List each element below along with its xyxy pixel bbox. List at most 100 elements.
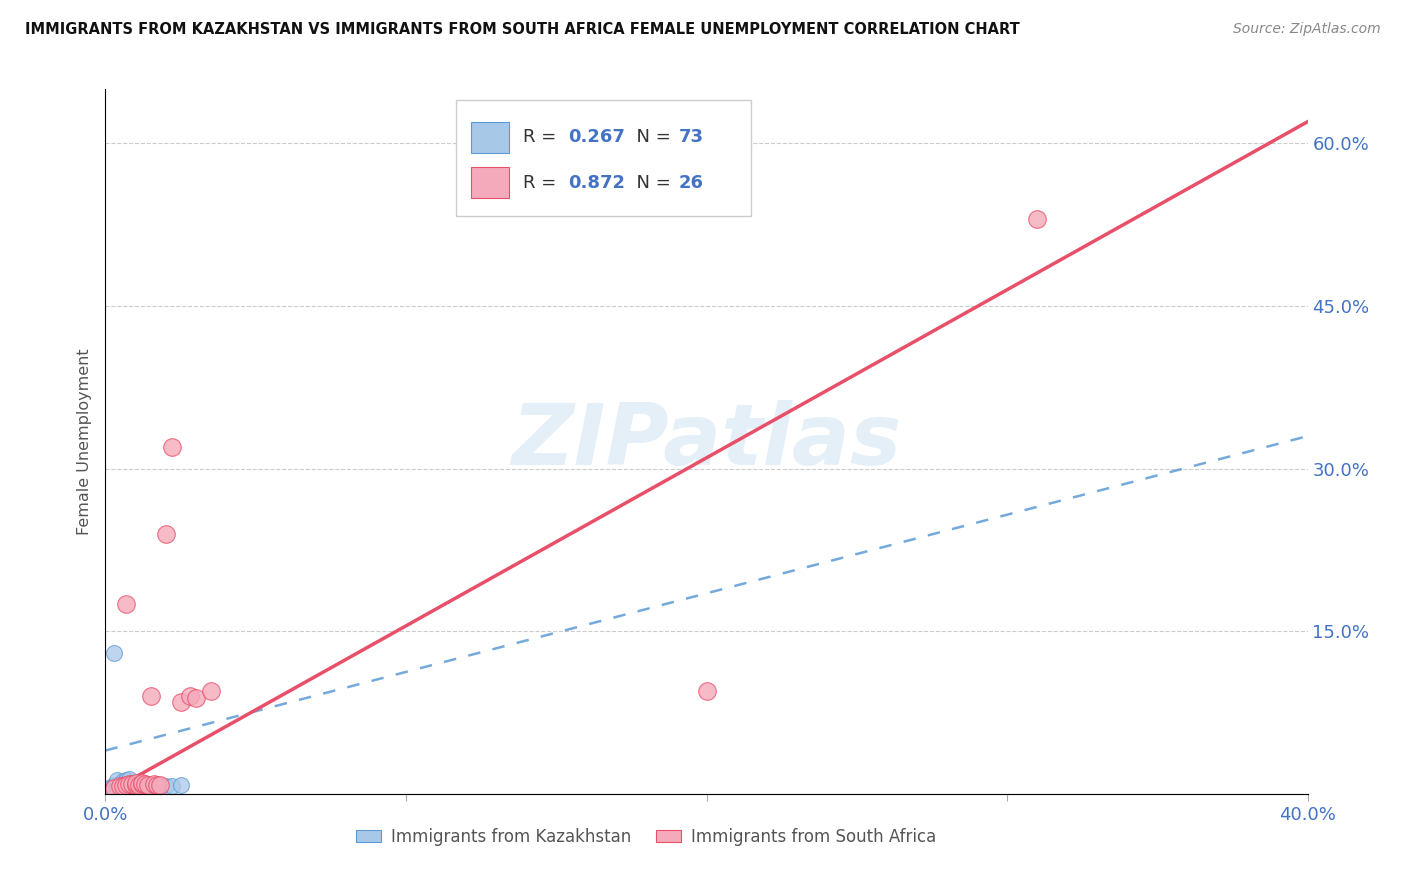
Point <box>121 783 143 797</box>
Point <box>100 782 122 797</box>
Point <box>124 778 146 792</box>
Point <box>112 777 135 791</box>
Point <box>115 780 138 795</box>
Point <box>145 780 167 795</box>
Point <box>103 778 125 792</box>
Point <box>136 778 159 792</box>
Point <box>148 780 170 795</box>
Point <box>134 777 156 791</box>
Point <box>103 785 125 799</box>
Point <box>124 783 146 797</box>
Point <box>121 777 143 791</box>
Point <box>145 778 167 792</box>
Point <box>131 781 153 796</box>
Point <box>107 781 129 796</box>
Point <box>121 782 143 797</box>
Point <box>112 782 135 797</box>
Text: N =: N = <box>624 174 676 192</box>
Point <box>121 780 143 795</box>
Text: 0.267: 0.267 <box>568 128 626 146</box>
Point <box>696 684 718 698</box>
Point <box>100 785 122 799</box>
Point <box>115 783 138 797</box>
Point <box>100 786 122 800</box>
Point <box>131 776 153 790</box>
Point <box>103 779 125 793</box>
Point <box>103 781 125 796</box>
Point <box>97 783 120 797</box>
Point <box>112 780 135 795</box>
Point <box>110 785 132 799</box>
Text: R =: R = <box>523 128 561 146</box>
Point <box>112 783 135 797</box>
Point <box>110 781 132 796</box>
Point <box>124 782 146 797</box>
Point <box>115 781 138 796</box>
Point <box>139 690 162 704</box>
Text: 73: 73 <box>679 128 704 146</box>
Legend: Immigrants from Kazakhstan, Immigrants from South Africa: Immigrants from Kazakhstan, Immigrants f… <box>350 822 943 853</box>
Point <box>115 772 138 787</box>
Point <box>107 779 129 793</box>
Point <box>118 772 141 786</box>
Point <box>112 785 135 799</box>
FancyBboxPatch shape <box>471 121 509 153</box>
Point <box>184 691 207 706</box>
Point <box>155 779 177 793</box>
Point <box>124 780 146 795</box>
Point <box>115 778 138 792</box>
Point <box>110 778 132 792</box>
Point <box>110 780 132 795</box>
Point <box>128 778 150 792</box>
Point <box>110 779 132 793</box>
Point <box>115 779 138 793</box>
Point <box>179 690 201 704</box>
Point <box>107 772 129 787</box>
Point <box>118 782 141 797</box>
Point <box>136 781 159 796</box>
Point <box>128 780 150 795</box>
Point <box>121 781 143 796</box>
Point <box>112 773 135 788</box>
Text: 26: 26 <box>679 174 704 192</box>
Point <box>142 777 165 791</box>
Point <box>97 787 120 801</box>
Point <box>112 779 135 793</box>
Point <box>134 781 156 796</box>
Text: ZIPatlas: ZIPatlas <box>512 400 901 483</box>
Point <box>155 526 177 541</box>
Point <box>103 783 125 797</box>
Point <box>1026 212 1049 227</box>
Point <box>107 783 129 797</box>
Point <box>124 781 146 796</box>
Point <box>97 785 120 799</box>
Point <box>103 786 125 800</box>
Text: R =: R = <box>523 174 561 192</box>
Point <box>118 777 141 791</box>
Point <box>103 646 125 660</box>
Point <box>134 782 156 797</box>
Point <box>115 782 138 797</box>
Point <box>112 781 135 796</box>
Point <box>169 778 191 792</box>
FancyBboxPatch shape <box>471 168 509 198</box>
Point <box>131 780 153 795</box>
Point <box>107 785 129 799</box>
Text: N =: N = <box>624 128 676 146</box>
FancyBboxPatch shape <box>457 100 751 216</box>
Point <box>142 781 165 796</box>
Point <box>148 778 170 792</box>
Point <box>97 786 120 800</box>
Point <box>128 781 150 796</box>
Point <box>115 597 138 611</box>
Point <box>103 781 125 796</box>
Point <box>112 779 135 793</box>
Point <box>200 684 222 698</box>
Point <box>131 777 153 791</box>
Point <box>110 782 132 797</box>
Point <box>139 781 162 796</box>
Point <box>110 783 132 797</box>
Point <box>124 776 146 790</box>
Point <box>160 779 183 793</box>
Text: IMMIGRANTS FROM KAZAKHSTAN VS IMMIGRANTS FROM SOUTH AFRICA FEMALE UNEMPLOYMENT C: IMMIGRANTS FROM KAZAKHSTAN VS IMMIGRANTS… <box>25 22 1021 37</box>
